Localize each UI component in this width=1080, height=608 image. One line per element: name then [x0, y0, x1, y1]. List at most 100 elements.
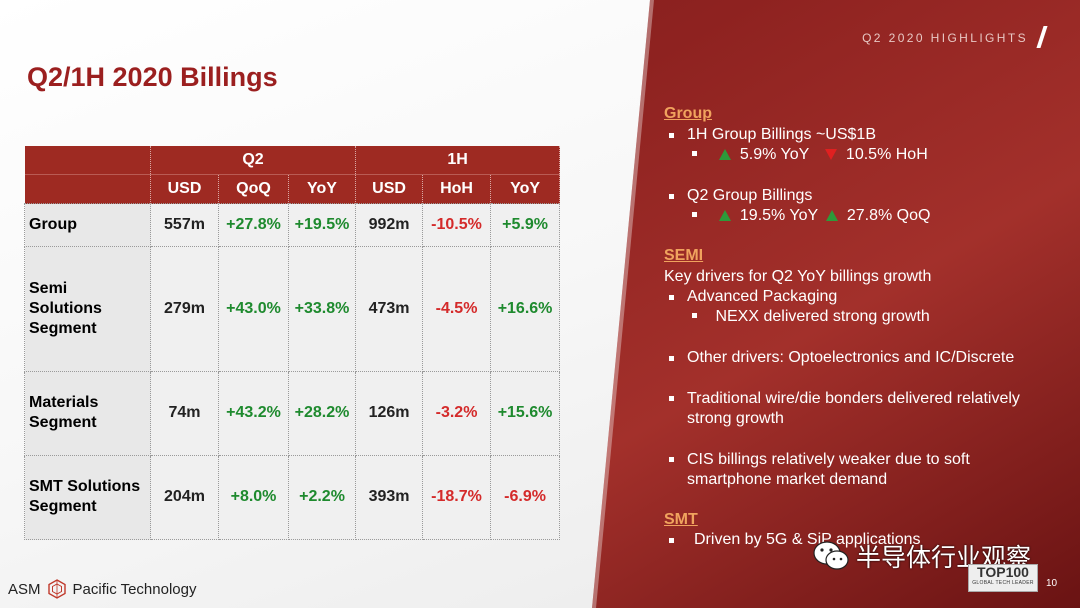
- bullet-icon: [669, 356, 674, 361]
- row-label: Materials Segment: [24, 370, 151, 456]
- table-group-header: Q2 1H: [24, 146, 561, 175]
- table-cell: +43.2%: [218, 370, 289, 456]
- bullet-text: NEXX delivered strong growth: [715, 308, 930, 325]
- bullet-text: CIS billings relatively weaker due to so…: [687, 451, 970, 488]
- table-cell: 74m: [150, 370, 219, 456]
- bullet-icon: [692, 313, 697, 318]
- column-header: USD: [150, 174, 219, 204]
- header-tag: Q2 2020 HIGHLIGHTS: [862, 31, 1028, 45]
- top100-badge: TOP100 GLOBAL TECH LEADER: [968, 564, 1038, 592]
- row-label-line: Materials: [29, 394, 99, 412]
- table-cell: -18.7%: [422, 454, 492, 541]
- row-label-line: Segment: [29, 498, 97, 516]
- column-header: YoY: [288, 174, 357, 204]
- stat-qoq: 27.8% QoQ: [846, 207, 931, 224]
- bullet-icon: [669, 295, 674, 300]
- section-heading-smt: SMT: [664, 511, 698, 529]
- table-cell: +16.6%: [490, 246, 561, 372]
- bullet-group-1h: 1H Group Billings ~US$1B: [669, 126, 876, 144]
- table-row: Group 557m +27.8% +19.5% 992m -10.5% +5.…: [24, 202, 561, 248]
- table-cell: +43.0%: [218, 246, 289, 372]
- section-heading-label: SMT: [664, 511, 698, 528]
- table-cell: +19.5%: [287, 202, 357, 248]
- section-heading-semi: SEMI: [664, 247, 703, 265]
- section-heading-label: SEMI: [664, 247, 704, 264]
- row-label-line: Semi: [29, 280, 68, 297]
- badge-subtitle: GLOBAL TECH LEADER: [972, 580, 1034, 586]
- row-label-line: SMT Solutions: [29, 478, 141, 496]
- table-cell: 992m: [355, 202, 424, 248]
- row-label: Semi Solutions Segment: [24, 246, 151, 372]
- bullet-icon: [669, 194, 674, 199]
- table-column-header: USD QoQ YoY USD HoH YoY: [24, 174, 561, 204]
- wechat-icon: [813, 541, 849, 570]
- sub-bullet-group-q2: 19.5% YoY 27.8% QoQ: [692, 207, 930, 225]
- bullet-text: 1H Group Billings ~US$1B: [687, 126, 876, 143]
- table-cell: 473m: [355, 246, 424, 372]
- stat-hoh: 10.5% HoH: [845, 146, 928, 163]
- column-header: YoY: [490, 174, 561, 204]
- table-row: SMT Solutions Segment 204m +8.0% +2.2% 3…: [24, 454, 561, 541]
- bullet-text: Traditional wire/die bonders delivered r…: [687, 390, 1020, 427]
- triangle-up-icon: [719, 149, 732, 160]
- triangle-up-icon: [719, 210, 732, 221]
- table-cell: 393m: [355, 454, 424, 541]
- semi-intro: Key drivers for Q2 YoY billings growth: [664, 268, 932, 285]
- header-blank: [24, 174, 151, 204]
- bullet-icon: [669, 457, 674, 462]
- table-cell: +2.2%: [287, 454, 357, 541]
- page-title: Q2/1H 2020 Billings: [27, 62, 278, 92]
- table-cell: +33.8%: [287, 246, 357, 372]
- bullet-text: Driven by 5G & SiP applications: [694, 531, 921, 548]
- sub-bullet-group-1h: 5.9% YoY 10.5% HoH: [692, 146, 928, 164]
- bullet-text: Q2 Group Billings: [687, 187, 813, 204]
- table-cell: -3.2%: [422, 370, 492, 456]
- bullet-text: Other drivers: Optoelectronics and IC/Di…: [687, 349, 1015, 366]
- table-cell: +28.2%: [287, 370, 357, 456]
- stat-yoy: 19.5% YoY: [739, 207, 818, 224]
- row-label-line: Segment: [29, 414, 97, 432]
- section-heading-label: Group: [664, 105, 712, 122]
- bullet-semi-wire-bonders: Traditional wire/die bonders delivered r…: [669, 389, 1059, 429]
- bullet-icon: [692, 151, 697, 156]
- group-header-q2: Q2: [150, 146, 357, 175]
- table-cell: +8.0%: [218, 454, 289, 541]
- billings-table: Q2 1H USD QoQ YoY USD HoH YoY Group 557m…: [24, 146, 561, 541]
- table-cell: 126m: [355, 370, 424, 456]
- table-cell: 204m: [150, 454, 219, 541]
- row-label-line: Segment: [29, 320, 97, 337]
- company-logo: ASM Pacific Technology: [8, 579, 196, 599]
- group-header-1h: 1H: [355, 146, 561, 175]
- bullet-group-q2: Q2 Group Billings: [669, 187, 812, 205]
- column-header: USD: [355, 174, 424, 204]
- bullet-text: Advanced Packaging: [687, 288, 838, 305]
- table-cell: -6.9%: [490, 454, 561, 541]
- table-cell: -4.5%: [422, 246, 492, 372]
- page-number: 10: [1046, 578, 1058, 589]
- table-cell: 279m: [150, 246, 219, 372]
- bullet-semi-other-drivers: Other drivers: Optoelectronics and IC/Di…: [669, 349, 1014, 367]
- bullet-smt: Driven by 5G & SiP applications: [669, 531, 920, 549]
- column-header: QoQ: [218, 174, 289, 204]
- row-label: SMT Solutions Segment: [24, 454, 151, 541]
- table-cell: 557m: [150, 202, 219, 248]
- logo-asm-text: ASM: [8, 580, 41, 598]
- bullet-icon: [669, 396, 674, 401]
- asm-logo-icon: [47, 579, 66, 599]
- stat-yoy: 5.9% YoY: [739, 146, 810, 163]
- bullet-icon: [669, 133, 674, 138]
- table-cell: +15.6%: [490, 370, 561, 456]
- header-blank: [24, 146, 151, 175]
- column-header: HoH: [422, 174, 492, 204]
- sub-bullet-nexx: NEXX delivered strong growth: [692, 308, 930, 326]
- table-row: Semi Solutions Segment 279m +43.0% +33.8…: [24, 246, 561, 372]
- table-cell: +5.9%: [490, 202, 561, 248]
- row-label: Group: [24, 202, 151, 248]
- triangle-up-icon: [826, 210, 839, 221]
- badge-title: TOP100: [977, 564, 1029, 580]
- bullet-semi-cis: CIS billings relatively weaker due to so…: [669, 450, 1039, 490]
- logo-company-name: Pacific Technology: [72, 580, 197, 598]
- bullet-icon: [692, 212, 697, 217]
- bullet-semi-advanced-packaging: Advanced Packaging: [669, 288, 837, 306]
